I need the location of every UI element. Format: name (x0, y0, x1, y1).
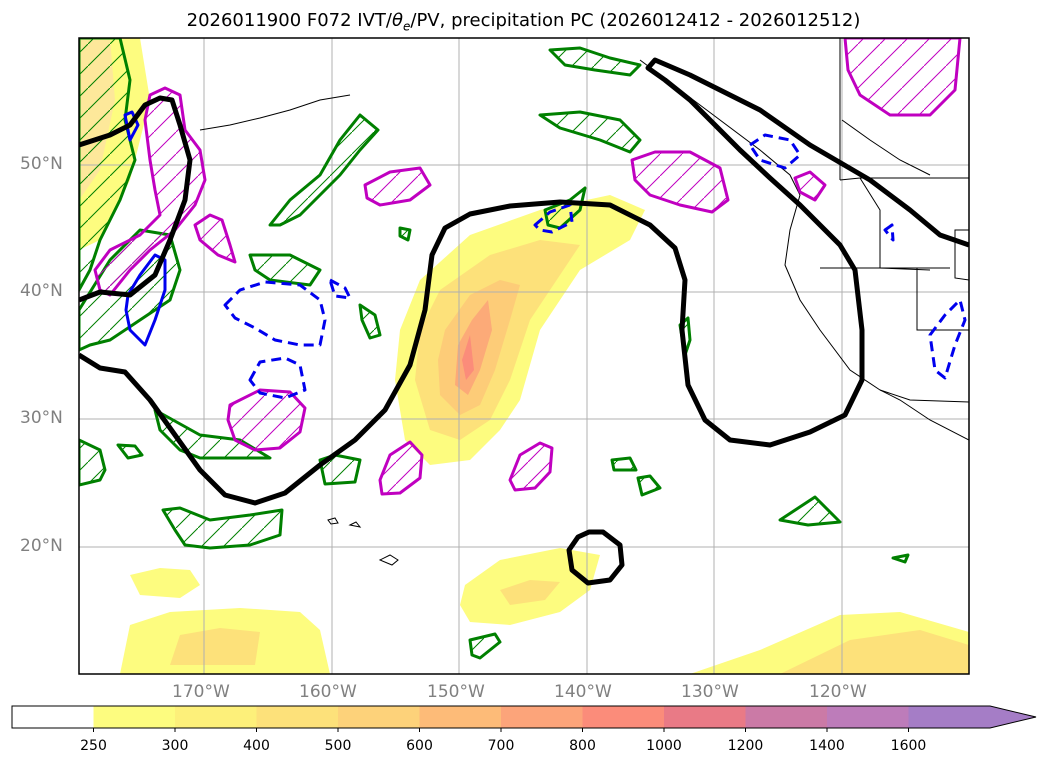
title-theta: θ (391, 10, 403, 31)
colorbar-segment (582, 706, 665, 728)
colorbar-outline (11, 705, 1037, 729)
colorbar-tick-label: 1000 (646, 738, 682, 754)
colorbar-segment (664, 706, 746, 728)
lon-label-170w: 170°W (172, 682, 230, 702)
lat-label-30n: 30°N (20, 408, 63, 428)
colorbar-tick-label: 600 (406, 738, 433, 754)
colorbar-tick-label: 500 (324, 738, 352, 754)
colorbar-tick-label: 300 (161, 738, 189, 754)
colorbar-tick-label: 700 (487, 738, 515, 754)
colorbar-tick-label: 800 (569, 738, 596, 754)
colorbar-segment (12, 706, 94, 728)
lon-label-120w: 120°W (809, 682, 867, 702)
coastlines (199, 38, 969, 566)
lon-label-150w: 150°W (427, 682, 485, 702)
title-suffix: /PV, precipitation PC (2026012412 - 2026… (410, 10, 861, 31)
colorbar-extend-arrow (908, 706, 1036, 728)
colorbar-tick-label: 250 (80, 738, 107, 754)
theta-contours-blue (123, 110, 967, 400)
title-theta-sub: e (403, 19, 411, 34)
lat-label-50n: 50°N (20, 154, 63, 174)
pv-contours-black (79, 57, 969, 586)
colorbar-segment (419, 706, 502, 728)
pv-contours-magenta (93, 38, 962, 496)
colorbar-segment (175, 706, 257, 728)
colorbar-tick-label: 1200 (727, 738, 764, 754)
lat-label-20n: 20°N (20, 536, 63, 556)
colorbar-segment (338, 706, 420, 728)
colorbar-segment (745, 706, 828, 728)
title-prefix: 2026011900 F072 IVT/ (186, 10, 392, 31)
lat-label-40n: 40°N (20, 281, 63, 301)
colorbar-segment (93, 706, 176, 728)
colorbar (11, 705, 1037, 732)
colorbar-tick-label: 1600 (890, 738, 927, 754)
chart-title: 2026011900 F072 IVT/θe/PV, precipitation… (0, 10, 1047, 34)
colorbar-segment (501, 706, 583, 728)
lon-label-130w: 130°W (681, 682, 739, 702)
colorbar-segment (827, 706, 909, 728)
colorbar-tick-label: 1400 (809, 738, 845, 754)
lon-label-140w: 140°W (554, 682, 612, 702)
colorbar-segment (256, 706, 339, 728)
lon-label-160w: 160°W (299, 682, 357, 702)
colorbar-tick-label: 400 (243, 738, 270, 754)
plot-frame (78, 37, 970, 675)
